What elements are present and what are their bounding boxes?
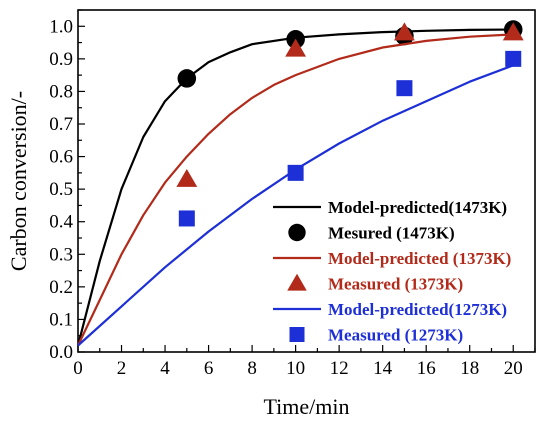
data-point	[178, 210, 195, 227]
y-tick-label: 0.4	[49, 212, 73, 233]
legend-label: Model-predicted (1373K)	[328, 249, 511, 268]
x-tick-label: 10	[286, 358, 305, 379]
legend-swatch	[288, 223, 306, 242]
x-axis-title: Time/min	[264, 394, 350, 419]
legend-item: Model-predicted(1273K)	[273, 300, 507, 319]
series-layer	[76, 20, 524, 347]
x-tick-label: 0	[73, 358, 83, 379]
y-tick-label: 0.6	[49, 147, 73, 168]
legend-item: Measured (1273K)	[289, 326, 463, 345]
series-5	[178, 50, 522, 227]
legend-item: Mesured (1473K)	[288, 223, 455, 243]
x-tick-label: 6	[204, 358, 214, 379]
legend-label: Mesured (1473K)	[328, 224, 455, 243]
y-tick-label: 0.0	[49, 342, 73, 363]
data-point	[285, 38, 307, 57]
legend-item: Model-predicted (1373K)	[273, 249, 511, 268]
legend-label: Measured (1373K)	[328, 275, 463, 294]
data-point	[505, 50, 522, 67]
y-tick-label: 0.2	[49, 277, 73, 298]
legend-label: Model-predicted(1273K)	[328, 300, 507, 319]
data-point	[287, 164, 304, 181]
x-tick-label: 2	[117, 358, 127, 379]
data-point	[502, 22, 524, 41]
axes: 0 2 4 6 8 10 12 14 16 18 20 0.0 0.1 0.2 0.3 0.4 0.5 0.6 0.…	[49, 9, 536, 379]
y-tick-label: 0.3	[49, 244, 73, 265]
y-tick-label: 0.7	[49, 114, 73, 135]
x-tick-label: 8	[247, 358, 257, 379]
series-0	[76, 28, 514, 346]
series-3	[176, 22, 524, 187]
y-tick-label: 0.8	[49, 81, 73, 102]
x-tick-label: 4	[160, 358, 170, 379]
y-tick-label: 0.9	[49, 49, 73, 70]
x-tick-label: 16	[417, 358, 436, 379]
legend-item: Measured (1373K)	[287, 273, 463, 294]
y-tick-label: 0.5	[49, 179, 73, 200]
y-axis-title: Carbon conversion/-	[6, 91, 31, 271]
series-line	[76, 28, 514, 346]
legend-swatch	[287, 273, 307, 291]
y-tick-label: 0.1	[49, 309, 73, 330]
data-point	[394, 22, 415, 41]
legend-label: Measured (1273K)	[328, 326, 463, 345]
legend: Model-predicted(1473K) Mesured (1473K) Mod…	[273, 198, 511, 345]
data-point	[177, 69, 197, 88]
data-point	[396, 80, 413, 97]
x-tick-label: 12	[330, 358, 349, 379]
legend-swatch	[289, 327, 305, 342]
data-point	[176, 168, 198, 187]
y-tick-label: 1.0	[49, 16, 73, 37]
plot-frame	[77, 9, 536, 353]
x-tick-label: 14	[373, 358, 393, 379]
x-tick-label: 20	[504, 358, 523, 379]
series-line	[77, 33, 514, 346]
legend-item: Model-predicted(1473K)	[273, 198, 507, 217]
x-tick-label: 18	[460, 358, 479, 379]
series-2	[77, 33, 514, 346]
legend-label: Model-predicted(1473K)	[328, 198, 507, 217]
